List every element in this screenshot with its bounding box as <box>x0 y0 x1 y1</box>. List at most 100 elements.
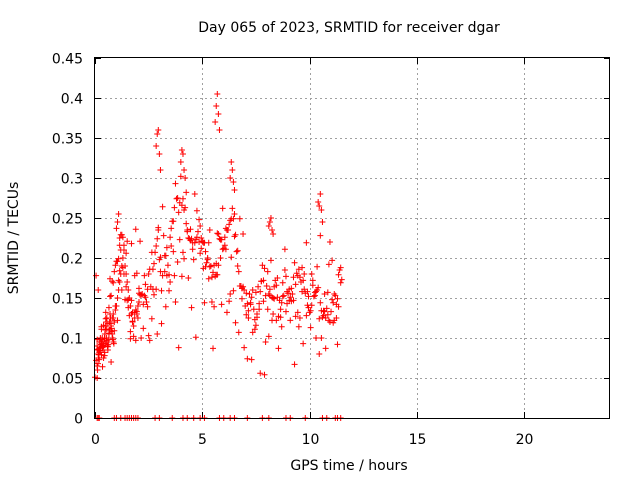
data-point <box>154 235 161 242</box>
y-tick-label: 0.45 <box>52 52 83 68</box>
data-point <box>330 299 337 306</box>
data-point <box>334 295 341 302</box>
data-point <box>183 189 190 196</box>
data-point <box>189 246 196 253</box>
data-point <box>132 307 139 313</box>
data-point <box>181 167 188 173</box>
data-point <box>196 216 203 223</box>
data-point <box>307 324 314 331</box>
data-point <box>249 329 256 336</box>
data-point <box>112 262 119 269</box>
data-point <box>267 257 274 264</box>
data-point <box>119 234 126 241</box>
y-tick-label: 0.4 <box>61 92 83 108</box>
data-point <box>316 203 323 209</box>
data-point <box>254 311 261 317</box>
data-point <box>177 173 184 180</box>
data-point <box>153 243 160 249</box>
data-point <box>156 151 163 157</box>
data-point <box>115 211 122 217</box>
data-point <box>137 238 144 245</box>
data-point <box>257 288 264 295</box>
data-point <box>179 249 186 256</box>
data-point <box>229 167 236 173</box>
data-point <box>213 103 220 109</box>
y-tick-label: 0.1 <box>61 332 83 348</box>
y-tick-label: 0 <box>74 412 83 428</box>
data-point <box>144 286 151 293</box>
data-point <box>266 219 273 225</box>
data-point <box>133 270 140 277</box>
data-point <box>159 203 166 210</box>
data-point <box>107 293 114 300</box>
data-point <box>140 301 147 308</box>
data-point <box>182 204 189 211</box>
data-point <box>95 287 102 293</box>
data-point <box>323 305 330 312</box>
data-point <box>234 263 241 269</box>
data-point <box>110 340 117 347</box>
data-point <box>235 329 242 336</box>
data-point <box>172 299 179 305</box>
data-point <box>236 215 243 222</box>
data-point <box>191 239 198 246</box>
data-point <box>132 337 139 344</box>
data-point <box>288 285 295 292</box>
data-point <box>175 209 182 216</box>
data-point <box>155 127 162 133</box>
data-point <box>256 300 263 307</box>
data-point <box>152 249 159 256</box>
data-point <box>123 283 130 290</box>
data-point <box>100 355 107 361</box>
data-point <box>314 263 321 270</box>
data-point <box>215 262 222 269</box>
data-point <box>316 315 323 322</box>
data-point <box>265 223 272 229</box>
data-point <box>203 259 210 266</box>
data-point <box>168 225 175 232</box>
data-point <box>287 317 294 324</box>
data-point <box>185 275 192 281</box>
data-point <box>163 244 170 251</box>
data-point <box>124 238 131 245</box>
data-point <box>116 235 123 241</box>
data-point <box>317 191 324 197</box>
data-point <box>221 234 228 241</box>
data-point <box>280 292 287 299</box>
data-point <box>215 231 222 237</box>
y-axis-label: SRMTID / TECUs <box>6 182 22 295</box>
data-point <box>228 254 235 261</box>
data-point <box>249 287 256 293</box>
data-point <box>178 202 185 209</box>
data-point <box>269 227 276 233</box>
data-point <box>131 315 138 321</box>
data-point <box>143 299 150 305</box>
data-point <box>296 274 303 281</box>
data-point <box>191 191 198 197</box>
x-tick-label: 0 <box>91 432 100 448</box>
data-point <box>132 226 139 233</box>
data-point <box>300 277 307 284</box>
data-point <box>187 226 194 233</box>
data-point <box>187 237 194 244</box>
x-tick-label: 15 <box>409 432 427 448</box>
data-point <box>271 295 278 302</box>
data-point <box>115 255 122 262</box>
data-point <box>108 359 115 365</box>
data-point <box>257 370 264 377</box>
data-point <box>124 279 131 285</box>
data-point <box>284 300 291 307</box>
data-point <box>321 291 328 297</box>
data-point <box>304 302 311 309</box>
data-point <box>225 227 232 233</box>
data-point <box>233 248 240 255</box>
data-point <box>195 228 201 235</box>
data-point <box>279 279 286 286</box>
data-point <box>99 363 106 370</box>
data-point <box>212 119 219 125</box>
data-point <box>262 339 269 345</box>
data-point <box>111 268 118 275</box>
data-point <box>322 345 329 352</box>
data-point <box>219 205 226 212</box>
data-point <box>168 243 175 249</box>
